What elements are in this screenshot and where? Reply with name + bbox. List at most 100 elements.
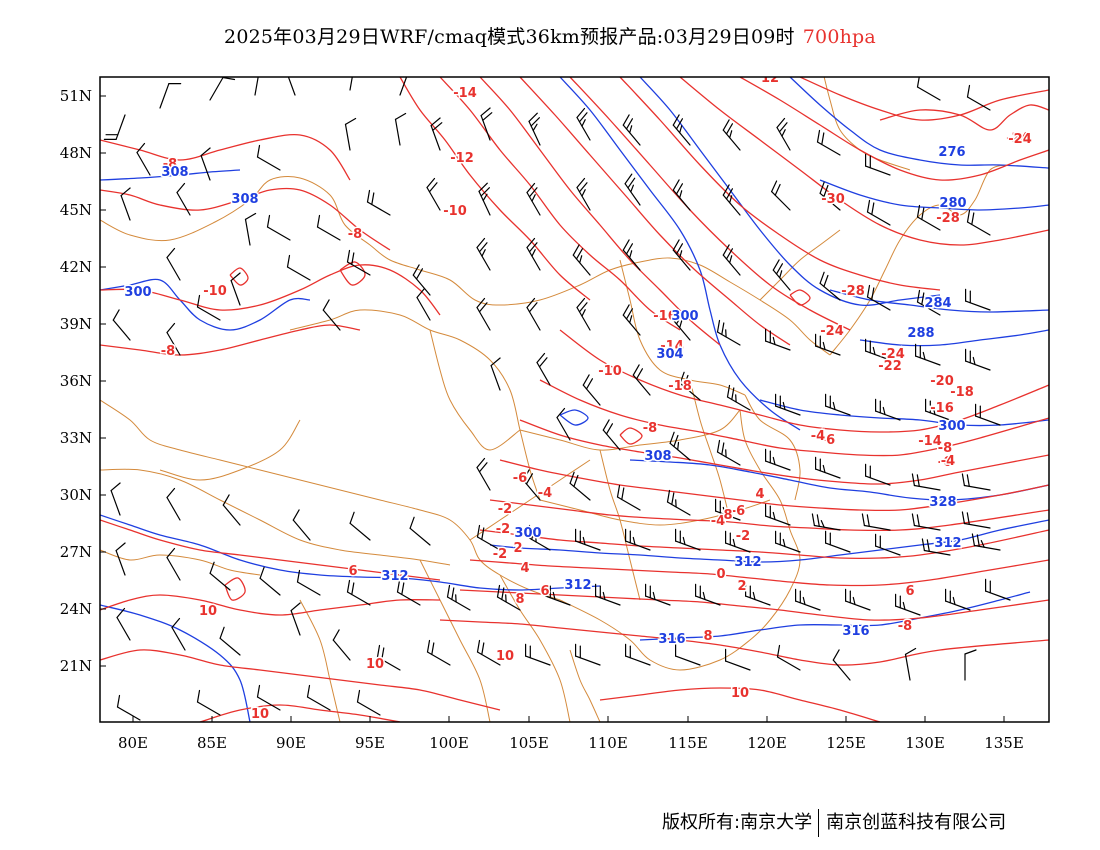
wind-barb [110,482,121,516]
temperature-contour-line [489,499,1049,532]
temperature-label: -18 [668,379,692,394]
country-province-borders [100,77,1011,722]
temperature-label: -2 [496,522,510,537]
wind-barb [674,643,701,666]
height-label: 312 [734,555,761,570]
border-line [100,468,451,566]
wind-barb [921,538,951,556]
wind-barb [356,689,381,716]
border-line [469,459,591,541]
wind-barb [816,129,841,156]
height-label: 276 [938,145,965,160]
copyright-right: 南京创蓝科技有限公司 [826,812,1007,833]
lon-tick-label: 80E [118,734,148,752]
temperature-label: -4 [941,454,955,469]
temperature-contour-line [799,77,1049,121]
wind-barb [572,244,591,276]
temperature-label: 12 [761,71,779,86]
height-label: 300 [671,309,698,324]
lat-tick-label: 51N [60,87,92,105]
wind-barb [496,584,521,611]
temperature-contour-line [539,379,1049,457]
height-contour-line [559,77,801,431]
lat-tick-label: 36N [60,372,92,390]
wind-barb [166,247,181,281]
height-label: 280 [939,196,966,211]
wind-barb [622,304,641,336]
wind-barb [528,112,541,146]
temperature-label: -18 [950,385,974,400]
wind-barb [624,173,641,206]
lon-tick-label: 115E [668,734,708,752]
temperature-label: -10 [598,364,622,379]
wind-barb [764,448,791,471]
wind-barb [964,649,977,681]
wind-barb [574,643,601,666]
wind-barb [811,513,841,531]
height-label: 304 [656,347,683,362]
lon-tick-label: 105E [509,734,549,752]
wind-barb [864,338,891,361]
wind-barb [476,457,491,491]
temperature-label: 8 [703,629,712,644]
wind-barb [866,284,891,311]
wind-barb [814,456,841,479]
temperature-label: 6 [348,564,357,579]
temperature-contour-line [499,459,1049,512]
temperature-label: 2 [513,541,522,556]
wind-barb [672,114,691,146]
temperature-label: -6 [513,471,527,486]
lat-tick-label: 21N [60,657,92,675]
wind-barb [290,602,301,636]
wind-barb [964,288,991,311]
height-contour-line [100,514,601,591]
temperature-label: -8 [898,619,912,634]
temperature-label: -6 [821,433,835,448]
wind-barb [159,82,182,109]
wind-barb [332,629,351,661]
border-line [499,574,571,722]
temperature-label: 10 [251,707,269,722]
wind-barb [722,184,741,216]
height-contour-line [859,329,1049,347]
latitude-axis: 51N 48N 45N 42N 39N 36N 33N 30N 27N 24N 21N [60,87,106,675]
wind-barb [478,182,491,216]
wind-barb [115,542,126,576]
wind-barb [874,398,901,421]
wind-barb [426,177,441,211]
wind-barb [944,588,971,611]
wind-barb [266,214,291,241]
wind-barb [726,384,751,411]
wind-barb [622,114,641,146]
temperature-label: -16 [653,309,677,324]
wind-barb [722,244,741,276]
temperature-label: -12 [450,151,474,166]
wind-barb [679,371,701,401]
temperature-label: 10 [199,604,217,619]
wind-barb [526,182,541,216]
wind-barb [624,643,651,666]
wind-barb [176,182,191,216]
wind-barb [961,473,991,491]
lon-tick-label: 110E [588,734,628,752]
geopotential-height-contours [100,77,1049,722]
height-contour-line [559,409,589,426]
temperature-label: -24 [1006,131,1030,146]
wind-barb [914,343,941,366]
wind-barb [911,473,941,491]
temperature-label: 10 [731,686,749,701]
height-label: 308 [161,165,188,180]
temperature-label: 4 [520,561,529,576]
height-label: 328 [929,495,956,510]
height-contour-line [100,169,241,181]
wind-barb [322,299,341,331]
wind-barb [971,533,1001,551]
temperature-contour-line [519,77,791,346]
wind-barb [166,487,181,521]
wind-barb [116,694,141,721]
border-line [289,309,541,501]
border-line [559,409,801,671]
wind-barb [349,511,371,541]
wind-barb [426,639,451,666]
wind-barb [672,179,691,211]
